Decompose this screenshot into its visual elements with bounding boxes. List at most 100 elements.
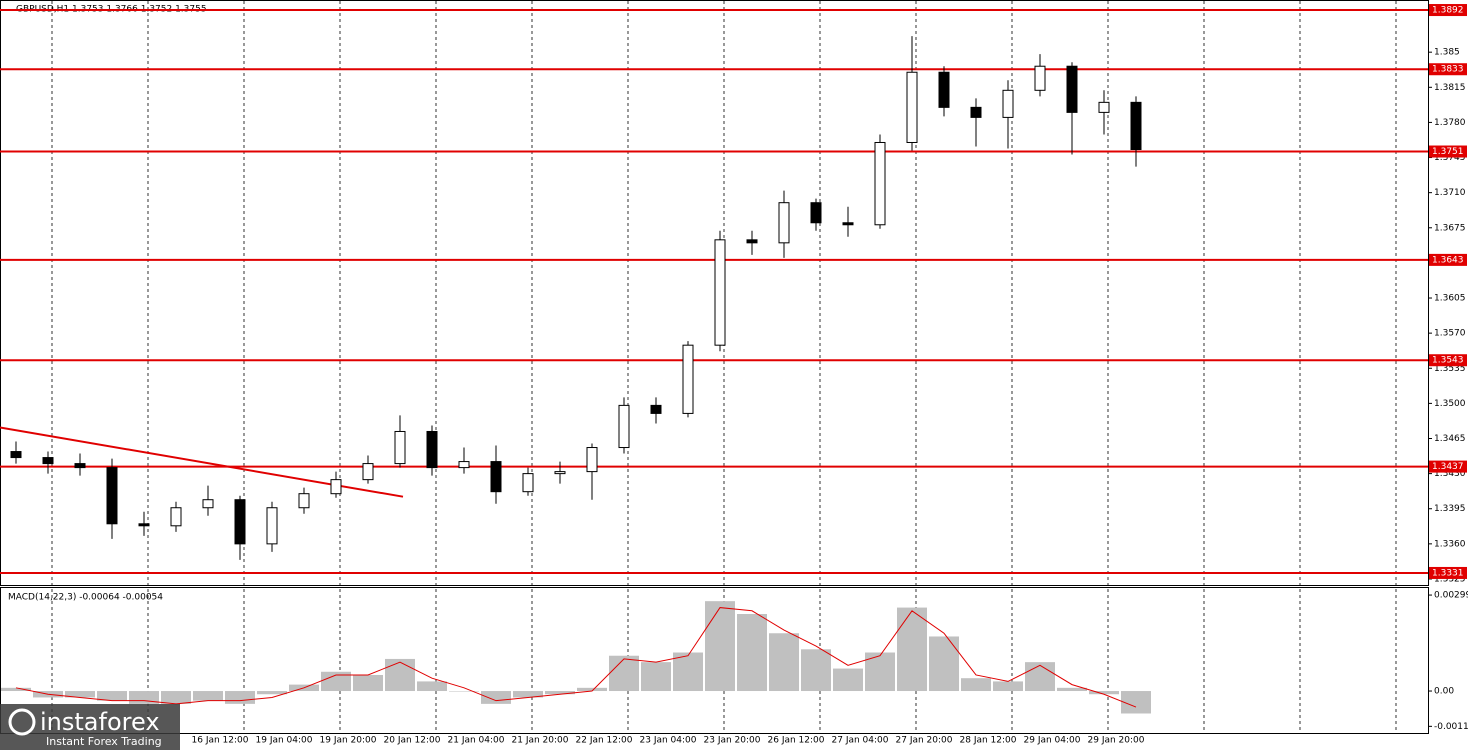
candle-body	[938, 71, 950, 108]
candle-body	[682, 344, 694, 414]
y-tick-label: 1.3745	[1434, 153, 1466, 163]
candle-body	[810, 202, 822, 224]
y-tick-label: 1.3710	[1434, 188, 1466, 198]
watermark-tagline: Instant Forex Trading	[46, 735, 162, 748]
macd-bar	[161, 691, 191, 704]
candle-body	[202, 499, 214, 509]
candle-body	[778, 202, 790, 244]
candle-body	[74, 463, 86, 469]
time-label: 22 Jan 12:00	[576, 736, 633, 746]
candle-body	[874, 141, 886, 226]
time-label: 27 Jan 20:00	[896, 736, 953, 746]
candle-body	[1130, 101, 1142, 151]
macd-bar	[385, 658, 415, 692]
macd-bar	[865, 652, 895, 692]
macd-bar	[737, 613, 767, 692]
candle-body	[490, 461, 502, 493]
level-label: 1.3833	[1432, 65, 1464, 75]
macd-bar	[193, 691, 223, 701]
time-label: 21 Jan 04:00	[448, 736, 505, 746]
time-label: 19 Jan 04:00	[256, 736, 313, 746]
level-label: 1.3437	[1432, 462, 1464, 472]
candle-body	[746, 239, 758, 244]
y-tick-label: 1.3815	[1434, 83, 1466, 93]
candle-body	[458, 461, 470, 469]
macd-y-tick-label: 0.00	[1434, 687, 1454, 697]
macd-bar	[609, 655, 639, 692]
candle-body	[42, 457, 54, 465]
macd-bar	[993, 681, 1023, 692]
candle-body	[394, 430, 406, 465]
y-tick-label: 1.3430	[1434, 469, 1466, 479]
time-label: 27 Jan 04:00	[832, 736, 889, 746]
macd-y-tick-label: -0.0011	[1434, 722, 1468, 732]
watermark-logo	[8, 708, 36, 736]
time-label: 16 Jan 12:00	[192, 736, 249, 746]
time-label: 20 Jan 12:00	[384, 736, 441, 746]
price-frame	[0, 0, 1429, 586]
macd-bar	[321, 671, 351, 692]
level-label: 1.3331	[1432, 568, 1464, 578]
macd-bar	[641, 662, 671, 692]
macd-bar	[801, 649, 831, 692]
candle-body	[138, 523, 150, 527]
y-tick-label: 1.3395	[1434, 504, 1466, 514]
macd-bar	[545, 691, 575, 695]
time-label: 19 Jan 20:00	[320, 736, 377, 746]
level-label-bg	[1429, 354, 1467, 367]
macd-bar	[481, 691, 511, 704]
candle-body	[1002, 89, 1014, 118]
level-label: 1.3543	[1432, 356, 1464, 366]
macd-bar	[257, 691, 287, 695]
macd-bar	[353, 674, 383, 692]
candle-body	[522, 473, 534, 493]
y-tick-label: 1.3605	[1434, 294, 1466, 304]
y-tick-label: 1.3570	[1434, 329, 1466, 339]
macd-bar	[897, 607, 927, 692]
y-tick-label: 1.385	[1434, 48, 1460, 58]
candle-body	[266, 507, 278, 545]
macd-bar	[449, 691, 479, 692]
y-tick-label: 1.3535	[1434, 364, 1466, 374]
y-tick-label: 1.3780	[1434, 118, 1466, 128]
macd-bar	[417, 681, 447, 692]
level-label-bg	[1429, 4, 1467, 17]
candle-body	[426, 430, 438, 469]
level-label-bg	[1429, 460, 1467, 473]
candle-body	[1034, 65, 1046, 91]
candle-body	[106, 467, 118, 525]
macd-bar	[577, 687, 607, 692]
y-tick-label: 1.3675	[1434, 223, 1466, 233]
macd-bar	[705, 601, 735, 692]
macd-bar	[833, 668, 863, 692]
candle-body	[170, 507, 182, 527]
macd-bar	[961, 678, 991, 692]
level-label: 1.3892	[1432, 6, 1464, 16]
level-label-bg	[1429, 253, 1467, 266]
time-label: 23 Jan 20:00	[704, 736, 761, 746]
macd-bar	[97, 691, 127, 701]
level-label: 1.3751	[1432, 147, 1464, 157]
level-label: 1.3643	[1432, 255, 1464, 265]
candle-body	[714, 239, 726, 346]
macd-bar	[1057, 687, 1087, 692]
candle-body	[586, 447, 598, 473]
y-tick-label: 1.3360	[1434, 539, 1466, 549]
macd-bar	[673, 652, 703, 692]
candle-body	[970, 106, 982, 118]
macd-header: MACD(14,22,3) -0.00064 -0.00054	[8, 593, 163, 603]
macd-bar	[513, 691, 543, 698]
y-tick-label: 1.3500	[1434, 399, 1466, 409]
candle-body	[1098, 101, 1110, 113]
level-label-bg	[1429, 63, 1467, 76]
macd-bar	[1025, 662, 1055, 692]
watermark: instaforex Instant Forex Trading	[0, 704, 180, 750]
watermark-brand: instaforex	[40, 708, 160, 736]
time-label: 29 Jan 20:00	[1088, 736, 1145, 746]
y-tick-label: 1.3325	[1434, 574, 1466, 584]
candle-body	[362, 463, 374, 481]
time-label: 29 Jan 04:00	[1024, 736, 1081, 746]
candle-body	[330, 479, 342, 495]
time-label: 23 Jan 04:00	[640, 736, 697, 746]
